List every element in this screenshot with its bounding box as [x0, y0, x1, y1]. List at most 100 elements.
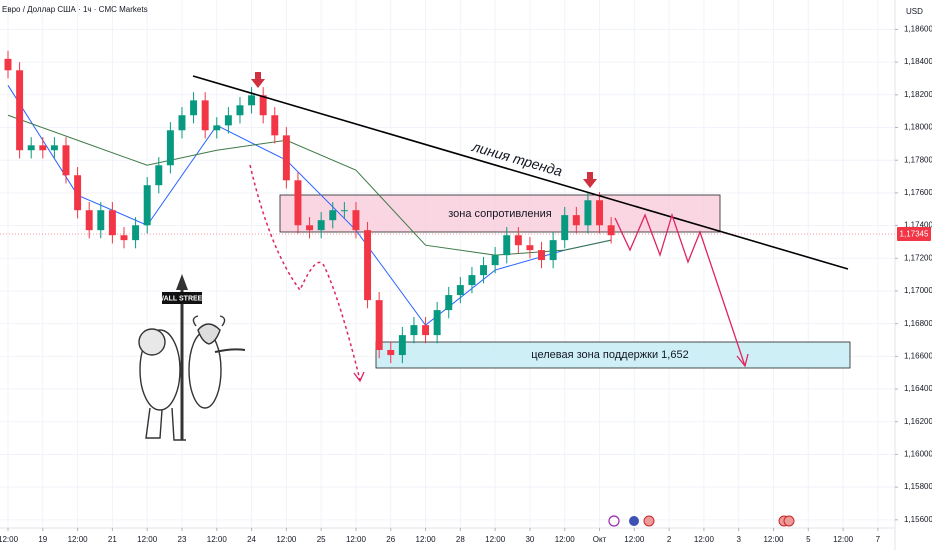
y-tick-label: 1,17800 — [904, 155, 932, 164]
candle-body — [143, 185, 151, 226]
candle-body — [607, 225, 615, 236]
candle-body — [584, 200, 592, 226]
y-tick-label: 1,17000 — [904, 286, 932, 295]
candle-body — [50, 145, 58, 151]
candle-body — [108, 210, 116, 236]
candle-body — [491, 255, 499, 266]
x-tick-label: 3 — [736, 535, 741, 544]
y-tick-label: 1,16400 — [904, 384, 932, 393]
candle-body — [503, 235, 511, 256]
candle-body — [201, 100, 209, 131]
y-tick-label: 1,16800 — [904, 319, 932, 328]
candle-body — [16, 70, 24, 151]
candle-body — [596, 200, 604, 226]
y-tick-label: 1,16200 — [904, 417, 932, 426]
sign-label: WALL STREET — [157, 295, 207, 302]
x-tick-label: 26 — [386, 535, 395, 544]
dotted-path — [249, 164, 361, 381]
candle-body — [514, 235, 522, 246]
candle-body — [456, 285, 464, 296]
x-tick-label: 19 — [38, 535, 47, 544]
bull-bear-illustration: WALL STREET — [138, 274, 246, 441]
candle-body — [97, 210, 105, 231]
candle-body — [85, 210, 93, 231]
x-tick-label: Окт — [593, 535, 607, 544]
candle-body — [329, 210, 337, 221]
support-label: целевая зона поддержки 1,652 — [531, 349, 688, 361]
candle-body — [352, 210, 360, 231]
candle-body — [375, 300, 383, 350]
x-tick-label: 28 — [456, 535, 465, 544]
chart-title: Евро / Доллар США · 1ч · CMC Markets — [2, 5, 148, 14]
candle-body — [480, 265, 488, 276]
candle-body — [526, 245, 534, 251]
support-zone — [375, 341, 851, 369]
y-tick-label: 1,17400 — [904, 221, 932, 230]
projection-arrowhead — [736, 353, 749, 368]
candle-body — [433, 310, 441, 336]
candle-body — [120, 235, 128, 241]
event-icons — [608, 515, 795, 527]
candle-body — [410, 325, 418, 336]
x-tick-label: 25 — [317, 535, 326, 544]
resistance-label: зона сопротивления — [448, 208, 552, 220]
candle-body — [364, 230, 372, 301]
candle-body — [468, 275, 476, 286]
y-tick-label: 1,18000 — [904, 123, 932, 132]
candle-body — [224, 115, 232, 126]
y-tick-label: 1,17200 — [904, 253, 932, 262]
x-tick-label: 12:00 — [416, 535, 437, 544]
x-tick-label: 12:00 — [137, 535, 158, 544]
x-tick-label: 12:00 — [485, 535, 506, 544]
last-price-box — [897, 227, 931, 241]
x-tick-label: 7 — [876, 535, 881, 544]
candle-body — [39, 145, 47, 151]
x-tick-label: 5 — [806, 535, 811, 544]
candle-body — [549, 240, 557, 261]
y-tick-label: 1,16000 — [904, 450, 932, 459]
x-tick-label: 12:00 — [694, 535, 715, 544]
x-tick-label: 23 — [178, 535, 187, 544]
x-tick-label: 12:00 — [276, 535, 297, 544]
x-tick-label: 12:00 — [207, 535, 228, 544]
plot — [4, 50, 615, 364]
x-tick-label: 21 — [108, 535, 117, 544]
down-arrow — [251, 72, 265, 88]
candle-body — [572, 215, 580, 226]
x-tick-label: 12:00 — [0, 535, 19, 544]
y-tick-label: 1,17600 — [904, 188, 932, 197]
x-tick-label: 12:00 — [555, 535, 576, 544]
y-axis: 1,15600 1,15800 1,16000 1,16200 1,16400 1,166… — [0, 25, 932, 545]
candle-body — [538, 250, 546, 261]
candle-body — [27, 145, 35, 151]
candle-body — [190, 100, 198, 116]
x-tick-label: 12:00 — [833, 535, 854, 544]
candle-body — [340, 210, 348, 212]
candle-body — [4, 58, 12, 71]
candle-body — [74, 175, 82, 211]
x-tick-label: 2 — [667, 535, 672, 544]
candle-body — [422, 325, 430, 336]
candle-body — [271, 115, 279, 136]
candle-body — [62, 145, 70, 176]
x-tick-label: 12:00 — [624, 535, 645, 544]
y-tick-label: 1,16600 — [904, 351, 932, 360]
candle-body — [445, 295, 453, 311]
candle-body — [166, 130, 174, 166]
candle-body — [317, 220, 325, 231]
candle-body — [259, 95, 267, 116]
candle-body — [306, 225, 314, 231]
x-tick-label: 12:00 — [68, 535, 89, 544]
last-price-label: 1,17345 — [900, 230, 929, 239]
candle-body — [561, 215, 569, 241]
y-tick-label: 1,18200 — [904, 90, 932, 99]
x-tick-label: 12:00 — [346, 535, 367, 544]
candle-body — [387, 349, 395, 356]
candle-body — [178, 115, 186, 131]
x-tick-label: 30 — [525, 535, 534, 544]
candle-body — [213, 125, 221, 131]
candle-body — [132, 225, 140, 241]
candle-body — [282, 135, 290, 181]
